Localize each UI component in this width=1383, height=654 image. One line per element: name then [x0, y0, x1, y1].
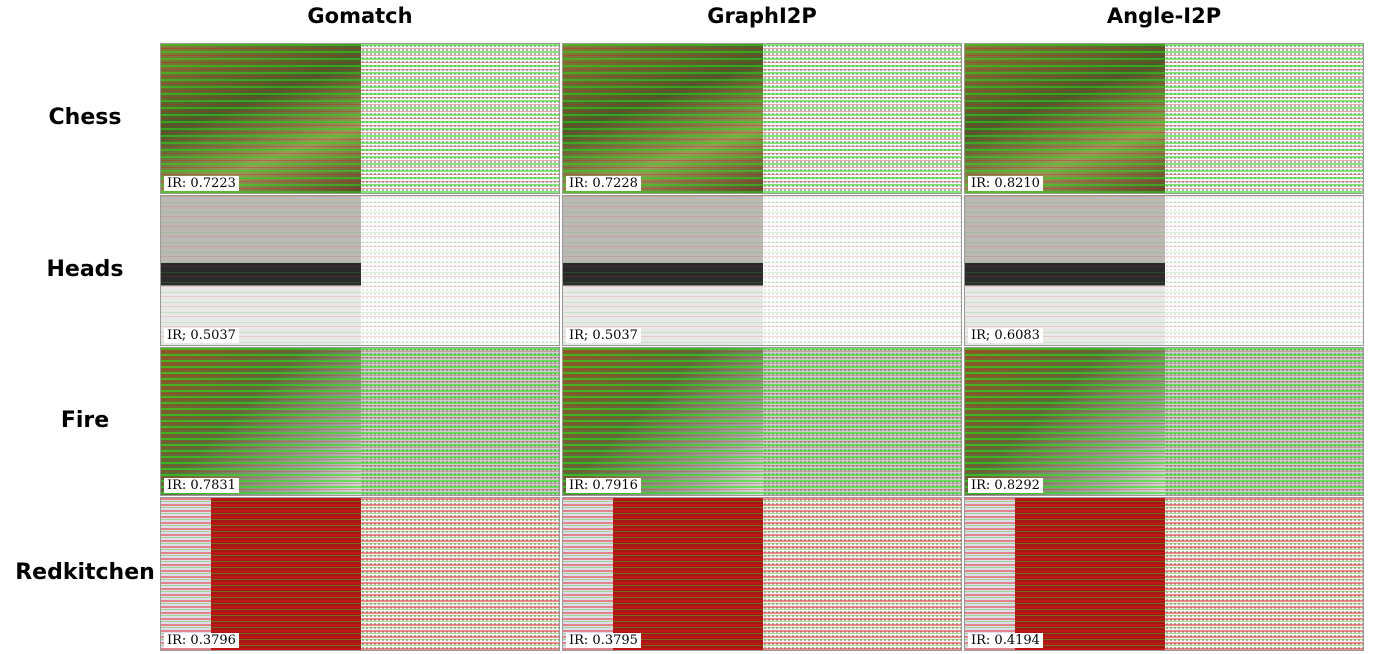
inlier-ratio: IR: 0.4194 — [968, 633, 1043, 648]
column-header: Gomatch — [307, 4, 413, 28]
correspondence-lines — [563, 498, 961, 650]
match-image: IR: 0.7916 — [562, 347, 962, 496]
match-image: IR; 0.6083 — [964, 195, 1364, 346]
correspondence-lines — [161, 348, 559, 495]
rgb-image — [965, 498, 1165, 650]
correspondence-lines — [563, 196, 961, 345]
point-cloud — [763, 196, 961, 345]
inlier-ratio: IR: 0.8292 — [968, 478, 1043, 493]
match-image: IR: 0.4194 — [964, 497, 1364, 651]
point-cloud — [361, 498, 559, 650]
rgb-image — [563, 498, 763, 650]
correspondence-lines — [161, 498, 559, 650]
match-image: IR: 0.8292 — [964, 347, 1364, 496]
point-cloud — [1165, 498, 1363, 650]
inlier-ratio: IR: 0.7223 — [164, 176, 239, 191]
inlier-ratio: IR: 0.7916 — [566, 478, 641, 493]
inlier-ratio: IR; 0.5037 — [164, 328, 239, 343]
match-image: IR; 0.5037 — [160, 195, 560, 346]
correspondence-lines — [161, 196, 559, 345]
column-header: Angle-I2P — [1106, 4, 1222, 28]
rgb-image — [161, 498, 361, 650]
match-image: IR: 0.3795 — [562, 497, 962, 651]
inlier-ratio: IR; 0.6083 — [968, 328, 1043, 343]
inlier-ratio: IR: 0.3796 — [164, 633, 239, 648]
row-label: Chess — [48, 104, 122, 130]
row-label: Heads — [46, 256, 124, 282]
inlier-ratio: IR: 0.8210 — [968, 176, 1043, 191]
correspondence-lines — [965, 196, 1363, 345]
point-cloud — [763, 498, 961, 650]
row-label: Fire — [60, 407, 110, 433]
correspondence-lines — [161, 44, 559, 193]
rgb-image — [161, 196, 361, 345]
correspondence-lines — [563, 348, 961, 495]
match-image: IR: 0.7228 — [562, 43, 962, 194]
inlier-ratio: IR: 0.7831 — [164, 478, 239, 493]
rgb-image — [965, 196, 1165, 345]
match-image: IR: 0.7831 — [160, 347, 560, 496]
correspondence-lines — [965, 44, 1363, 193]
point-cloud — [1165, 196, 1363, 345]
match-image: IR: 0.8210 — [964, 43, 1364, 194]
inlier-ratio: IR; 0.5037 — [566, 328, 641, 343]
row-label: Redkitchen — [15, 560, 155, 585]
correspondence-lines — [563, 44, 961, 193]
correspondence-lines — [965, 498, 1363, 650]
column-header: GraphI2P — [707, 4, 817, 28]
match-image: IR: 0.3796 — [160, 497, 560, 651]
inlier-ratio: IR: 0.3795 — [566, 633, 641, 648]
match-image: IR: 0.7223 — [160, 43, 560, 194]
correspondence-lines — [965, 348, 1363, 495]
match-image: IR; 0.5037 — [562, 195, 962, 346]
point-cloud — [361, 196, 559, 345]
inlier-ratio: IR: 0.7228 — [566, 176, 641, 191]
rgb-image — [563, 196, 763, 345]
